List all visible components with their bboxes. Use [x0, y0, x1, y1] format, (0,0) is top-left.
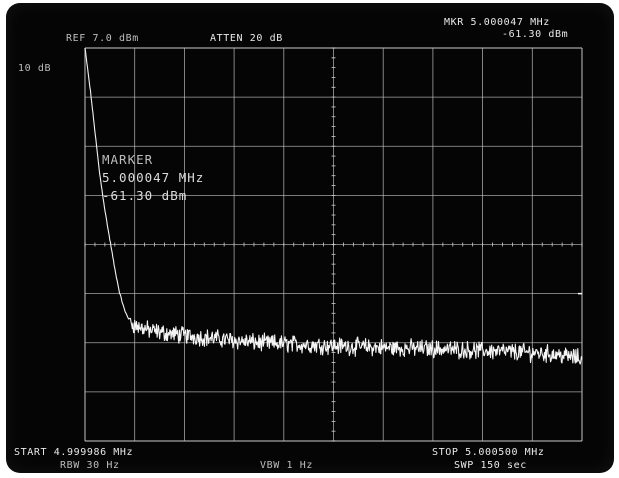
resolution-bandwidth: RBW 30 Hz — [60, 460, 120, 471]
scale-readout: 10 dB — [18, 63, 52, 74]
marker-label: MARKER — [102, 152, 154, 167]
marker-frequency: 5.000047 MHz — [102, 170, 205, 185]
spectrum-trace — [84, 47, 583, 365]
attenuation-readout: ATTEN 20 dB — [210, 33, 283, 44]
stop-frequency: STOP 5.000500 MHz — [432, 447, 545, 458]
video-bandwidth: VBW 1 Hz — [260, 460, 313, 471]
start-frequency: START 4.999986 MHz — [14, 447, 134, 458]
sweep-time: SWP 150 sec — [454, 460, 527, 471]
ref-level-readout: REF 7.0 dBm — [66, 33, 139, 44]
marker-header-frequency: MKR 5.000047 MHz — [444, 17, 550, 28]
analyzer-screen: REF 7.0 dBm ATTEN 20 dB MKR 5.000047 MHz… — [6, 3, 614, 473]
marker-header-amplitude: -61.30 dBm — [502, 29, 569, 40]
marker-amplitude: -61.30 dBm — [102, 188, 188, 203]
spectrum-plot — [84, 47, 583, 442]
